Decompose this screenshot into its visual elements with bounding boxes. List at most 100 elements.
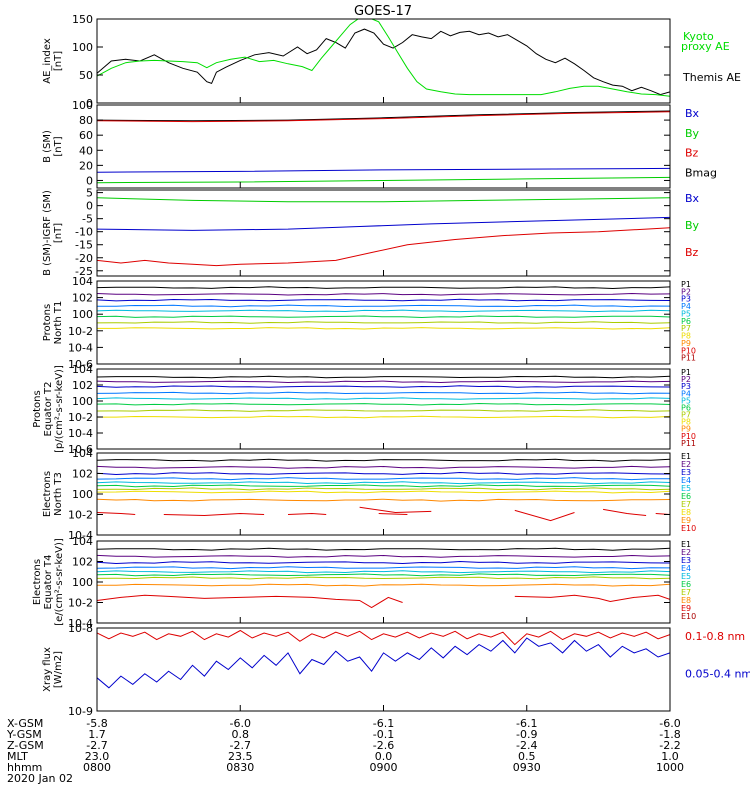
channel-label: P2 (681, 287, 691, 296)
channel-label: P9 (681, 339, 691, 348)
channel-line (97, 490, 670, 494)
legend-entry: 0.05-0.4 nm (685, 668, 750, 681)
panel-6-data (97, 458, 670, 522)
channel-line (97, 292, 670, 296)
y-tick-label: 40 (79, 144, 93, 157)
channel-label: E10 (681, 612, 696, 621)
series-line (97, 216, 670, 231)
legend-entry: Bx (685, 192, 700, 205)
x-row-value: -6.1 (373, 717, 394, 730)
legend-entry: proxy AE (681, 40, 730, 53)
y-tick-label: 0 (86, 97, 93, 110)
series-line (97, 111, 670, 123)
channel-label: E6 (681, 492, 691, 501)
panel-4-data (97, 286, 670, 330)
y-tick-label: -10 (75, 226, 93, 239)
channel-label: P7 (681, 411, 691, 420)
y-tick-label: 100 (72, 576, 93, 589)
y-tick-label: 0 (86, 200, 93, 213)
x-row-value: 23.5 (228, 750, 253, 763)
legend-entry: Bz (685, 246, 699, 259)
channel-line (97, 566, 670, 570)
x-row-value: -5.8 (86, 717, 107, 730)
date-label: 2020 Jan 02 (7, 772, 73, 785)
y-tick-label: 10-9 (68, 705, 93, 718)
series-line (97, 176, 670, 184)
channel-label: P5 (681, 396, 691, 405)
channel-line (97, 298, 670, 302)
channel-label: P3 (681, 382, 691, 391)
y-tick-label: 0 (86, 174, 93, 187)
x-row-value: 0830 (226, 761, 254, 774)
channel-label: P9 (681, 425, 691, 434)
channel-line (97, 402, 670, 406)
panel-frame (96, 368, 671, 450)
channel-label: E4 (681, 476, 691, 485)
channel-label: P11 (681, 354, 696, 363)
channel-label: P1 (681, 280, 691, 289)
channel-line (97, 471, 670, 476)
channel-label: P6 (681, 403, 691, 412)
y-tick-label: 10-8 (68, 622, 93, 635)
y-tick-label: 104 (72, 535, 93, 548)
panel-frame (96, 104, 671, 189)
channel-line (97, 465, 670, 469)
panel-6: 10-4 10-2 100 102 104 Electrons North T3 E1E2E3… (42, 447, 696, 542)
x-row-label: Y-GSM (6, 728, 42, 741)
channel-label: E1 (681, 452, 691, 461)
channel-segment (514, 594, 670, 603)
x-row-value: 1000 (656, 761, 684, 774)
panel-frame (96, 280, 671, 365)
channel-line (97, 397, 670, 400)
panel-7: 10-4 10-2 100 102 104 Electrons Equator T4 [e/(… (32, 535, 696, 630)
y-tick-label: 50 (79, 69, 93, 82)
channel-label: P4 (681, 389, 691, 398)
channel-label: P4 (681, 302, 691, 311)
y-tick-label: 102 (72, 292, 93, 305)
channel-line (97, 391, 670, 395)
legend-entry: Bmag (685, 166, 717, 179)
x-row-value: -2.7 (86, 739, 107, 752)
series-line (97, 19, 670, 97)
legend-entry: By (685, 127, 700, 140)
x-row-value: 23.0 (85, 750, 110, 763)
y-axis-label: [nT] (53, 136, 64, 156)
y-tick-label: 102 (72, 468, 93, 481)
y-tick-label: 10-6 (68, 358, 93, 371)
channel-label: P1 (681, 368, 691, 377)
x-row-label: MLT (7, 750, 28, 763)
y-axis-label: [p/(cm²-s-sr-keV)] (54, 365, 65, 453)
channel-label: P8 (681, 332, 691, 341)
channel-segment (97, 594, 403, 609)
channel-line (97, 573, 670, 577)
series-line (97, 110, 670, 122)
channel-label: E7 (681, 500, 691, 509)
panel-4: 10-6 10-4 10-2 100 102 104 Protons North T1 P1P2… (42, 275, 696, 371)
channel-line (97, 309, 670, 313)
x-row-value: 0930 (513, 761, 541, 774)
channel-line (97, 327, 670, 330)
panel-frame (96, 18, 671, 104)
channel-line (97, 304, 670, 308)
channel-label: E6 (681, 580, 691, 589)
x-row-value: 0.0 (375, 750, 393, 763)
channel-label: P3 (681, 295, 691, 304)
channel-line (97, 375, 670, 379)
channel-label: E7 (681, 588, 691, 597)
panel-7-data (97, 547, 670, 609)
y-tick-label: 104 (72, 275, 93, 288)
series-line (97, 227, 670, 267)
channel-label: P10 (681, 432, 696, 441)
x-row-value: -6.1 (516, 717, 537, 730)
y-tick-label: -5 (82, 213, 93, 226)
channel-label: P6 (681, 317, 691, 326)
x-row-value: 1.7 (88, 728, 106, 741)
y-tick-label: 104 (72, 363, 93, 376)
y-tick-label: 102 (72, 379, 93, 392)
series-line (97, 197, 670, 203)
x-row-value: -2.4 (516, 739, 537, 752)
channel-label: E2 (681, 548, 691, 557)
channel-line (97, 576, 670, 580)
